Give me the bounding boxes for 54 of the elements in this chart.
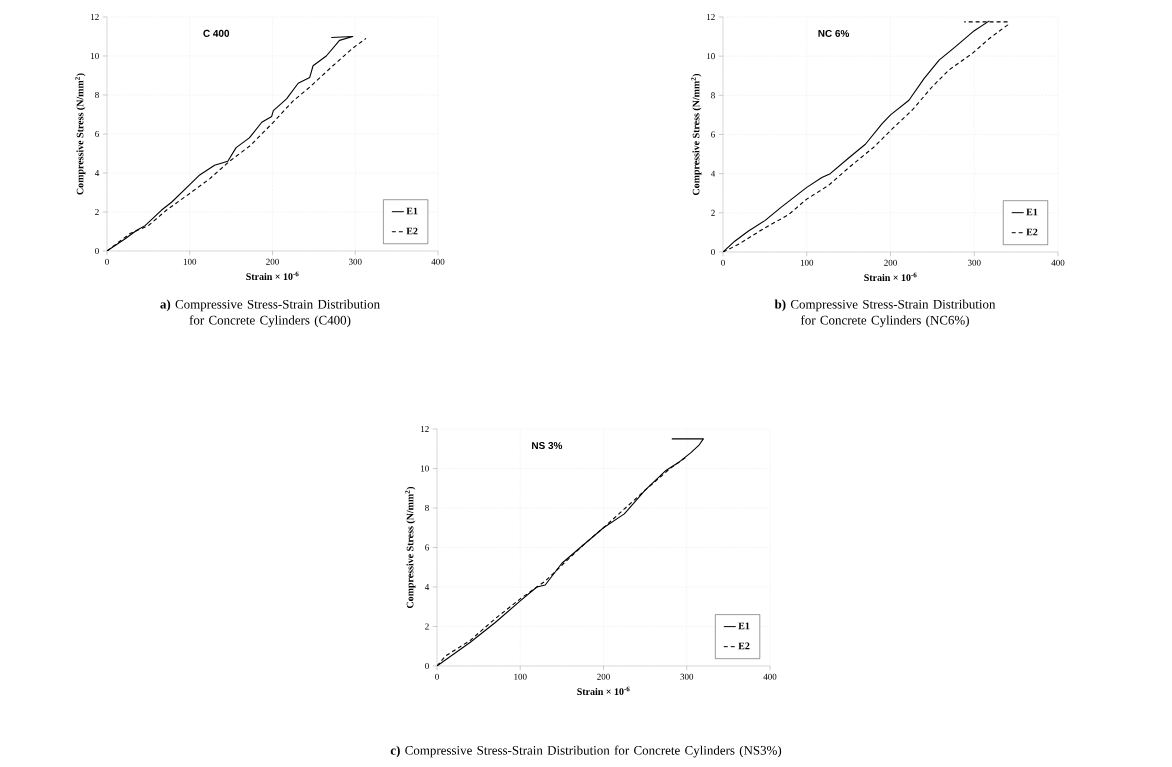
legend-label: E2 [738, 642, 750, 650]
y-tick-label: 0 [711, 248, 715, 256]
text: C 400 [203, 29, 230, 37]
x-tick-label: 200 [597, 673, 610, 680]
y-tick-label: 6 [425, 544, 429, 551]
x-axis-title: Strain × 10$^{-6}$ [864, 272, 917, 281]
legend-label: E2 [406, 227, 418, 235]
x-tick-label: 0 [721, 259, 725, 266]
y-tick-label: 8 [425, 504, 429, 512]
y-tick-label: 4 [94, 170, 100, 176]
text: b) Compressive Stress-Strain Distribution for Concrete Cylinders (NC6%) [774, 299, 996, 328]
x-tick-label: 400 [763, 673, 777, 680]
text: c) Compressive Stress-Strain Distribution for Concrete Cylinders (NS3%) [390, 745, 782, 758]
y-tick-label: 0 [95, 247, 99, 255]
x-tick-label: 300 [967, 259, 981, 266]
y-tick-label: 12 [421, 426, 429, 432]
x-tick-label: 300 [348, 258, 362, 265]
y-tick-label: 8 [711, 92, 715, 99]
y-tick-label: 2 [95, 209, 99, 215]
y-tick-label: 6 [95, 130, 99, 137]
y-tick-label: 10 [91, 52, 99, 60]
y-axis-title: Compressive Stress (N/mm$^{2}$) [405, 486, 416, 609]
y-tick-label: 4 [424, 584, 430, 590]
legend-label: E2 [1026, 228, 1038, 236]
x-axis-title: Strain × 10$^{-6}$ [577, 686, 630, 695]
y-tick-label: 12 [91, 14, 99, 20]
x-tick-label: 0 [435, 673, 439, 680]
legend-label: E1 [738, 622, 750, 630]
y-tick-label: 10 [707, 53, 715, 60]
y-tick-label: 2 [425, 623, 429, 630]
y-tick-label: 8 [95, 91, 99, 99]
x-tick-label: 100 [183, 258, 197, 265]
y-tick-label: 6 [711, 131, 715, 138]
text: NC 6% [818, 29, 850, 37]
y-tick-label: 0 [425, 662, 429, 670]
y-tick-label: 10 [421, 465, 429, 472]
y-tick-label: 12 [707, 14, 715, 20]
y-tick-label: 4 [710, 170, 716, 177]
x-tick-label: 100 [800, 259, 814, 266]
x-tick-label: 400 [1051, 259, 1065, 266]
x-axis-title: Strain × 10$^{-6}$ [246, 271, 299, 280]
x-tick-label: 400 [431, 258, 445, 265]
legend-label: E1 [406, 207, 418, 215]
x-tick-label: 100 [514, 673, 527, 680]
text: NS 3% [532, 442, 563, 450]
x-tick-label: 200 [266, 258, 279, 265]
text: a) Compressive Stress-Strain Distribution for Concrete Cylinders (C400) [160, 299, 380, 328]
legend-label: E1 [1026, 208, 1038, 216]
y-axis-title: Compressive Stress (N/mm$^{2}$) [691, 73, 702, 196]
x-tick-label: 300 [680, 673, 694, 680]
x-tick-label: 0 [105, 258, 109, 265]
y-tick-label: 2 [711, 209, 715, 216]
x-tick-label: 200 [884, 259, 897, 266]
y-axis-title: Compressive Stress (N/mm$^{2}$) [75, 73, 86, 195]
